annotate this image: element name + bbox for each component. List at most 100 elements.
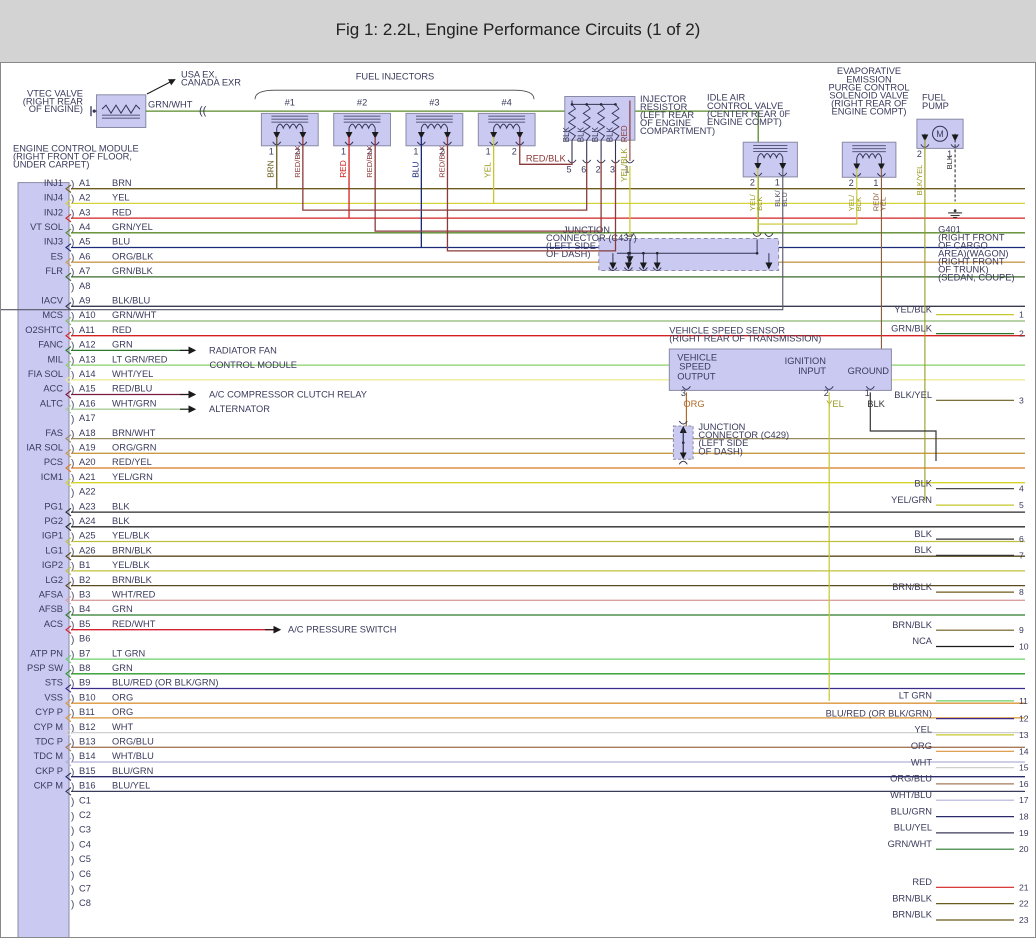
svg-text:A24: A24 [79,516,96,526]
svg-text:RED/YEL: RED/YEL [112,457,152,467]
svg-text:FIA SOL: FIA SOL [28,369,63,379]
svg-text:IGP1: IGP1 [42,531,63,541]
svg-text:IGP2: IGP2 [42,560,63,570]
svg-text:LG1: LG1 [45,545,63,555]
svg-text:ACC: ACC [43,384,63,394]
svg-text:): ) [71,488,74,499]
svg-text:A13: A13 [79,354,96,364]
svg-text:BLK: BLK [945,155,954,169]
svg-text:11: 11 [1019,696,1028,706]
svg-text:A7: A7 [79,266,90,276]
svg-text:A26: A26 [79,545,96,555]
svg-text:5: 5 [566,165,571,175]
svg-text:B8: B8 [79,663,90,673]
svg-text:1: 1 [413,146,418,156]
svg-text:WHT/BLU: WHT/BLU [890,790,932,800]
svg-text:C6: C6 [79,869,91,879]
svg-text:PUMP: PUMP [922,101,949,111]
svg-text:YEL/BLK: YEL/BLK [619,148,629,182]
svg-text:1: 1 [865,388,870,398]
svg-text:INJ2: INJ2 [44,207,63,217]
svg-text:1: 1 [775,177,780,187]
svg-text:BLU/YEL: BLU/YEL [112,781,150,791]
svg-text:ORG: ORG [911,741,932,751]
svg-text:OUTPUT: OUTPUT [677,372,716,382]
svg-text:GRN/BLK: GRN/BLK [891,323,933,333]
svg-text:): ) [71,797,74,808]
svg-text:): ) [71,812,74,823]
svg-text:GROUND: GROUND [848,366,890,376]
svg-text:B1: B1 [79,560,90,570]
svg-text:RED: RED [912,877,932,887]
svg-text:A20: A20 [79,457,96,467]
svg-text:RED/BLK: RED/BLK [526,153,567,163]
svg-text:YEL/BLK: YEL/BLK [112,531,151,541]
svg-text:1: 1 [486,146,491,156]
svg-text:BLK: BLK [914,478,932,488]
svg-text:C4: C4 [79,839,91,849]
svg-text:IACV: IACV [41,296,63,306]
svg-text:YEL: YEL [483,162,493,178]
svg-text:A15: A15 [79,384,96,394]
svg-text:GRN/WHT: GRN/WHT [888,839,933,849]
svg-text:A16: A16 [79,398,96,408]
svg-text:PG1: PG1 [44,501,63,511]
svg-text:16: 16 [1019,779,1029,789]
svg-text:YEL/GRN: YEL/GRN [891,495,932,505]
svg-text:YEL: YEL [878,197,887,211]
svg-text:): ) [71,415,74,426]
svg-text:PSP SW: PSP SW [27,663,63,673]
svg-text:5: 5 [1019,500,1024,510]
svg-text:12: 12 [1019,714,1029,724]
svg-text:(SEDAN, COUPE): (SEDAN, COUPE) [938,273,1014,283]
svg-text:15: 15 [1019,763,1029,773]
svg-text:A2: A2 [79,193,90,203]
svg-text:MIL: MIL [48,354,64,364]
svg-text:1: 1 [1019,310,1024,320]
svg-text:BLK/YEL: BLK/YEL [915,165,924,196]
svg-text:2: 2 [824,388,829,398]
svg-text:A/C COMPRESSOR CLUTCH RELAY: A/C COMPRESSOR CLUTCH RELAY [209,390,367,400]
svg-text:BLK: BLK [591,126,600,142]
svg-text:ORG/BLU: ORG/BLU [112,737,154,747]
svg-text:VSS: VSS [44,692,63,702]
svg-text:2: 2 [596,165,601,175]
svg-text:ICM1: ICM1 [41,472,63,482]
svg-text:BLK: BLK [854,197,863,211]
svg-text:AFSB: AFSB [39,604,63,614]
svg-text:B15: B15 [79,766,96,776]
svg-text:A11: A11 [79,325,95,335]
svg-text:22: 22 [1019,899,1029,909]
svg-text:A12: A12 [79,340,96,350]
svg-text:A8: A8 [79,281,90,291]
svg-text:ORG/GRN: ORG/GRN [112,443,156,453]
svg-text:YEL: YEL [914,725,932,735]
svg-text:STS: STS [45,678,63,688]
svg-text:B6: B6 [79,634,90,644]
svg-text:17: 17 [1019,795,1029,805]
svg-text:C3: C3 [79,825,91,835]
svg-text:9: 9 [1019,625,1024,635]
svg-text:BLK: BLK [755,197,764,211]
svg-text:18: 18 [1019,812,1029,822]
svg-text:A18: A18 [79,428,96,438]
svg-text:): ) [71,841,74,852]
svg-text:VT SOL: VT SOL [30,222,63,232]
svg-text:CYP P: CYP P [35,707,63,717]
svg-text:8: 8 [1019,587,1024,597]
svg-text:A17: A17 [79,413,96,423]
svg-text:COMPARTMENT): COMPARTMENT) [640,126,715,136]
svg-text:): ) [71,900,74,911]
svg-text:7: 7 [1019,550,1024,560]
svg-text:A4: A4 [79,222,90,232]
svg-text:BLK: BLK [606,126,615,142]
svg-text:AFSA: AFSA [39,590,64,600]
svg-text:2: 2 [512,146,517,156]
svg-text:RED: RED [112,207,132,217]
svg-text:WHT: WHT [911,757,932,767]
svg-text:B2: B2 [79,575,90,585]
svg-text:WHT/RED: WHT/RED [112,590,156,600]
svg-text:CKP M: CKP M [34,781,63,791]
svg-text:1: 1 [341,146,346,156]
svg-text:1: 1 [873,178,878,188]
